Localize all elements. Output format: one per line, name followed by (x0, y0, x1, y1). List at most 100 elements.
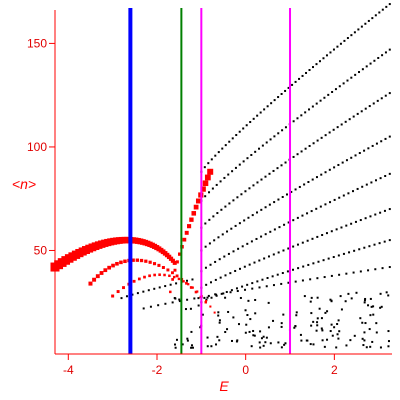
data-point-black-s2 (220, 208, 223, 211)
data-point-black-cloud (280, 322, 283, 325)
data-point-black-s2 (236, 196, 239, 199)
data-point-black-s4 (209, 263, 212, 266)
data-point-red-c2 (205, 299, 208, 303)
data-point-black-cloud (359, 317, 362, 320)
data-point-black-s0 (235, 134, 238, 137)
data-point-black-s1 (354, 73, 357, 76)
data-point-black-s4 (237, 247, 240, 250)
data-point-black-s2 (388, 92, 391, 95)
data-point-black-s0 (339, 42, 342, 45)
data-point-black-s5 (325, 232, 328, 235)
data-point-black-cloud (330, 299, 333, 302)
data-point-black-cloud (370, 305, 373, 308)
data-point-black-s2 (336, 126, 339, 129)
data-point-red-c2 (177, 277, 181, 281)
data-point-black-s1 (308, 108, 311, 111)
data-point-black-s1 (384, 51, 387, 54)
data-point-black-s6 (342, 252, 345, 255)
data-point-black-cloud (321, 329, 324, 332)
data-point-black-s2 (256, 181, 259, 184)
data-point-black-s6 (368, 245, 371, 248)
data-point-black-s3 (345, 159, 348, 162)
data-point-black-s2 (308, 144, 311, 147)
data-point-black-s3 (363, 149, 366, 152)
data-point-red-c2 (153, 273, 156, 277)
data-point-red-c3 (191, 211, 197, 216)
data-point-black-cloud (217, 314, 220, 317)
data-point-black-s4 (250, 240, 253, 243)
data-point-red-c2 (111, 294, 115, 298)
data-point-red-c1 (88, 281, 93, 286)
data-point-black-cloud (368, 328, 371, 331)
data-point-black-cloud (315, 329, 318, 332)
data-point-black-s1 (304, 111, 307, 114)
data-point-black-cloud (387, 294, 390, 297)
data-point-black-cloud (336, 333, 339, 336)
data-point-black-s3 (260, 208, 263, 211)
data-point-black-cloud (236, 339, 239, 342)
data-point-black-cloud (337, 337, 340, 340)
data-point-black-s3 (350, 156, 353, 159)
data-point-red-c3 (189, 217, 194, 222)
data-point-red-c1 (135, 258, 140, 262)
data-point-black-s5 (267, 255, 270, 258)
data-point-red-c1 (171, 271, 174, 275)
data-point-black-cloud (380, 305, 383, 308)
data-point-black-s4 (329, 201, 332, 204)
data-point-black-s8 (164, 285, 167, 288)
data-point-black-s3 (213, 239, 216, 242)
data-point-black-s0 (228, 140, 231, 143)
data-point-black-s0 (343, 39, 346, 42)
data-point-black-s1 (388, 48, 391, 51)
data-point-black-s7 (388, 266, 391, 269)
data-point-black-cloud (361, 337, 364, 340)
data-point-black-s3 (247, 216, 250, 219)
data-point-black-s7 (316, 277, 319, 280)
data-point-red-c2 (137, 277, 141, 281)
data-point-black-s1 (319, 99, 322, 102)
data-point-red-c3 (204, 174, 211, 181)
data-point-black-cloud (186, 337, 189, 340)
data-point-black-cloud (190, 330, 193, 333)
data-point-black-s8 (175, 282, 178, 285)
data-point-black-s6 (302, 265, 305, 268)
data-point-black-s3 (264, 206, 267, 209)
data-point-black-cloud (218, 319, 221, 322)
data-point-black-cloud (189, 307, 192, 310)
data-point-black-cloud (337, 319, 340, 322)
data-point-black-s0 (221, 147, 224, 150)
data-point-black-s1 (300, 114, 303, 117)
data-point-black-s6 (286, 270, 289, 273)
data-point-black-s7 (367, 269, 370, 272)
data-point-black-s4 (301, 214, 304, 217)
data-point-black-s1 (269, 138, 272, 141)
data-point-black-s7 (164, 302, 167, 305)
data-point-red-c2 (187, 283, 190, 286)
data-point-black-s8 (158, 286, 161, 289)
data-point-black-s4 (255, 237, 258, 240)
data-point-red-c1 (161, 265, 165, 269)
data-point-black-s4 (278, 226, 281, 229)
data-point-black-s2 (276, 167, 279, 170)
data-point-black-s6 (348, 251, 351, 254)
data-point-black-s7 (352, 271, 355, 274)
data-point-black-s6 (246, 283, 249, 286)
data-point-black-s0 (214, 154, 217, 157)
data-point-black-s6 (241, 285, 244, 288)
data-point-black-cloud (232, 316, 235, 319)
data-point-black-s4 (315, 207, 318, 210)
data-point-black-s3 (277, 198, 280, 201)
data-point-black-s4 (352, 190, 355, 193)
data-point-black-s7 (236, 290, 239, 293)
data-point-black-s5 (209, 281, 212, 284)
data-point-red-c1 (166, 268, 170, 272)
data-point-black-cloud (258, 341, 261, 344)
data-point-black-cloud (329, 330, 332, 333)
data-point-black-s7 (229, 291, 232, 294)
data-point-black-cloud (306, 339, 309, 342)
data-point-red-c3 (175, 260, 179, 264)
data-point-black-s2 (228, 202, 231, 205)
data-point-black-s7 (258, 286, 261, 289)
data-point-black-s5 (234, 269, 237, 272)
data-point-black-s7 (381, 267, 384, 270)
